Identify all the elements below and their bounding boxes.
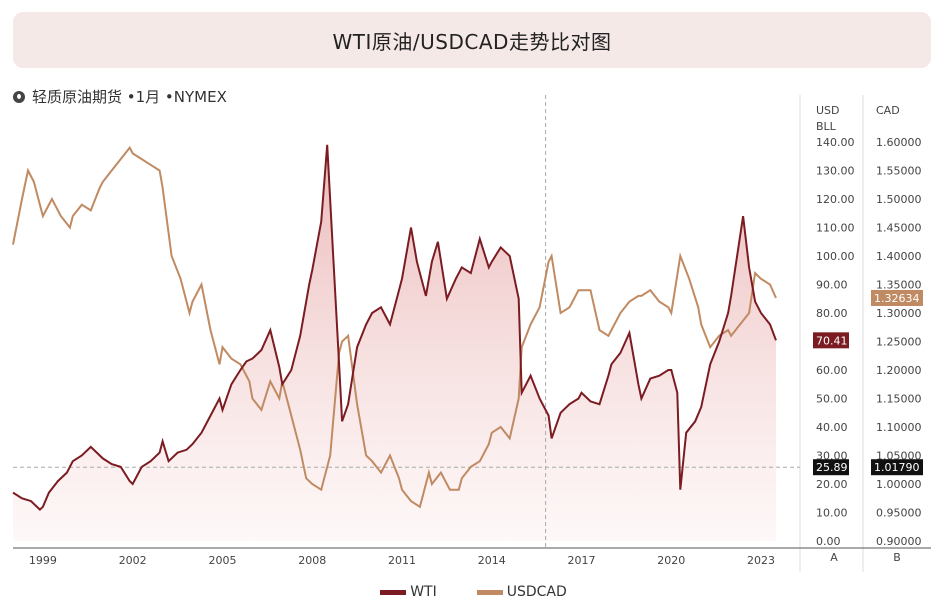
right-axis-tick-label: 1.00000 bbox=[876, 478, 922, 491]
right-axis-tick-label: 1.15000 bbox=[876, 393, 922, 406]
legend-label-wti: WTI bbox=[410, 584, 437, 600]
x-axis-tick-label: 2011 bbox=[388, 554, 416, 567]
right-axis-tick-label: 1.25000 bbox=[876, 336, 922, 349]
x-axis-tick-label: 2005 bbox=[208, 554, 236, 567]
right-axis-tick-label: 0.95000 bbox=[876, 507, 922, 520]
wti-last-badge: 70.41 bbox=[816, 334, 848, 347]
legend: WTI USDCAD bbox=[0, 584, 947, 600]
axes-layer: USD BLL CAD 140.00 130.00 120.00 110.00 100.00 9… bbox=[13, 95, 931, 572]
usdcad-cursor-badge-box bbox=[871, 459, 923, 476]
left-axis-unit-label: USD bbox=[816, 104, 840, 117]
usdcad-series-line bbox=[12, 145, 777, 509]
usdcad-cursor-badge: 1.01790 bbox=[874, 461, 920, 474]
x-axis-tick-label: 2014 bbox=[478, 554, 506, 567]
wti-series-line bbox=[12, 144, 777, 511]
right-axis-tick-label: 1.35000 bbox=[876, 279, 922, 292]
left-axis-tick-label: 10.00 bbox=[816, 507, 848, 520]
right-axis-tick-label: 1.40000 bbox=[876, 250, 922, 263]
right-axis-tick-label: 1.55000 bbox=[876, 165, 922, 178]
left-axis-tick-label: 0.00 bbox=[816, 535, 841, 548]
left-axis-tick-label: 40.00 bbox=[816, 421, 848, 434]
wti-swatch bbox=[380, 589, 407, 595]
left-axis-tick-label: 60.00 bbox=[816, 364, 848, 377]
usdcad-last-badge-box bbox=[871, 289, 923, 306]
left-axis-tick-label: 90.00 bbox=[816, 279, 848, 292]
x-axis-tick-label: 2008 bbox=[298, 554, 326, 567]
left-axis-tick-label: 20.00 bbox=[816, 478, 848, 491]
left-axis-tick-label: 110.00 bbox=[816, 222, 855, 235]
legend-label-usdcad: USDCAD bbox=[506, 584, 567, 600]
x-axis-tick-label: 2023 bbox=[747, 554, 775, 567]
right-axis-tick-label: 1.45000 bbox=[876, 222, 922, 235]
right-axis-tick-label: 1.30000 bbox=[876, 307, 922, 320]
legend-item-wti[interactable]: WTI bbox=[380, 584, 437, 600]
left-axis-footer: A bbox=[830, 551, 838, 564]
title-bar: WTI原油/USDCAD走势比对图 bbox=[13, 12, 931, 68]
x-axis-tick-label: 1999 bbox=[29, 554, 57, 567]
usdcad-last-badge: 1.32634 bbox=[874, 292, 920, 305]
wti-cursor-badge-box bbox=[813, 459, 849, 476]
chart-title: WTI原油/USDCAD走势比对图 bbox=[332, 29, 612, 54]
right-axis-tick-label: 1.10000 bbox=[876, 421, 922, 434]
right-axis-tick-label: 0.90000 bbox=[876, 535, 922, 548]
left-axis-tick-label: 140.00 bbox=[816, 136, 855, 149]
left-axis-tick-label: 80.00 bbox=[816, 307, 848, 320]
usdcad-swatch bbox=[476, 589, 503, 595]
wti-last-badge-box bbox=[813, 332, 849, 349]
instrument-name: 轻质原油期货 •1月 •NYMEX bbox=[32, 88, 227, 106]
left-axis-tick-label: 100.00 bbox=[816, 250, 855, 263]
crosshair-layer bbox=[13, 95, 800, 548]
x-axis-tick-label: 2020 bbox=[657, 554, 685, 567]
instrument-label: 轻质原油期货 •1月 •NYMEX bbox=[13, 86, 227, 107]
right-axis-tick-label: 1.60000 bbox=[876, 136, 922, 149]
right-axis-tick-label: 1.20000 bbox=[876, 364, 922, 377]
wti-cursor-badge: 25.89 bbox=[816, 461, 848, 474]
water-drop-icon bbox=[13, 90, 25, 103]
x-axis-tick-label: 2017 bbox=[568, 554, 596, 567]
left-axis-tick-label: 50.00 bbox=[816, 393, 848, 406]
right-axis-tick-label: 1.50000 bbox=[876, 193, 922, 206]
left-axis-tick-label: 130.00 bbox=[816, 165, 855, 178]
wti-area-fill bbox=[13, 144, 776, 542]
left-axis-unit-label: BLL bbox=[816, 120, 837, 133]
legend-item-usdcad[interactable]: USDCAD bbox=[476, 584, 567, 600]
x-axis-tick-label: 2002 bbox=[119, 554, 147, 567]
right-axis-footer: B bbox=[893, 551, 901, 564]
value-badges: 70.41 1.32634 25.89 1.01790 bbox=[813, 289, 923, 476]
left-axis-tick-label: 120.00 bbox=[816, 193, 855, 206]
right-axis-unit-label: CAD bbox=[876, 104, 900, 117]
